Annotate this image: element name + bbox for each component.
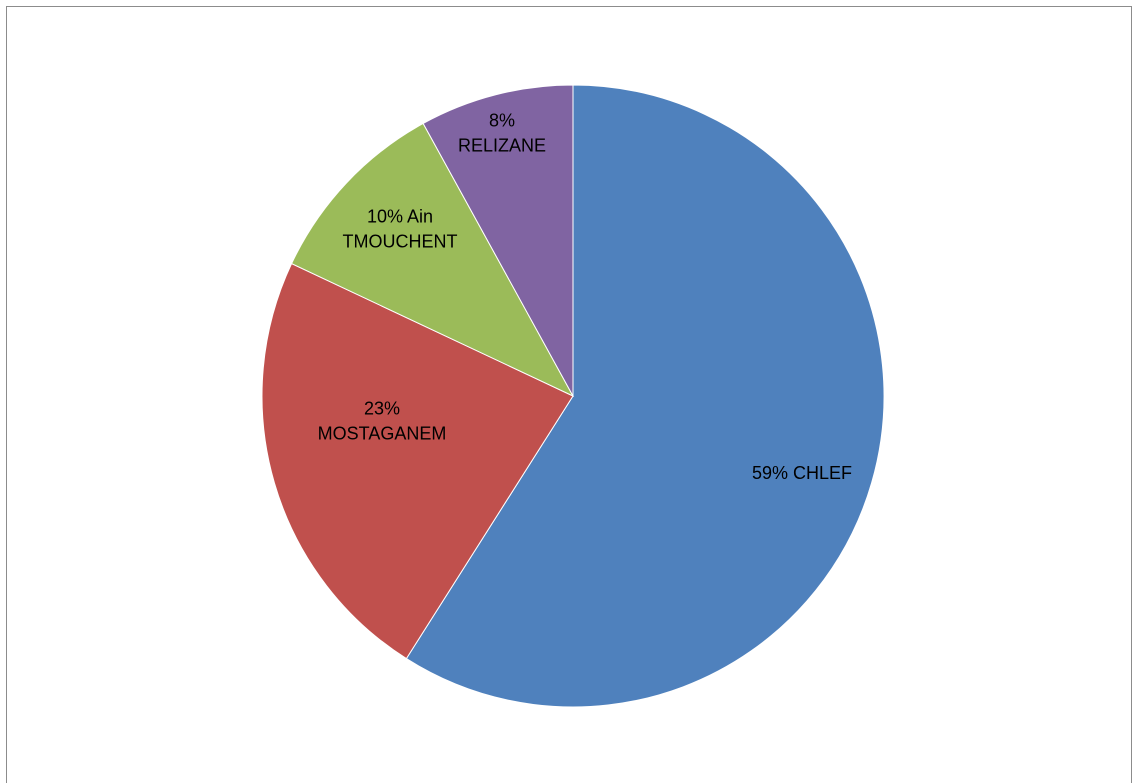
pie-labels: 59% CHLEF 23% MOSTAGANEM 10% Ain TMOUCHENT 8%… (318, 110, 852, 483)
pie-slice-ain-tmouchent (290, 122, 575, 398)
data-label-ain-tmouchent: 10% Ain TMOUCHENT (343, 206, 458, 251)
data-label-chlef: 59% CHLEF (752, 463, 852, 483)
pie-slice-chlef (405, 84, 885, 708)
data-label-relizane: 8% RELIZANE (458, 110, 546, 155)
pie-slices (261, 84, 885, 708)
data-label-mostaganem: 23% MOSTAGANEM (318, 398, 447, 443)
pie-slice-mostaganem (261, 262, 574, 660)
pie-slice-relizane (422, 84, 574, 397)
